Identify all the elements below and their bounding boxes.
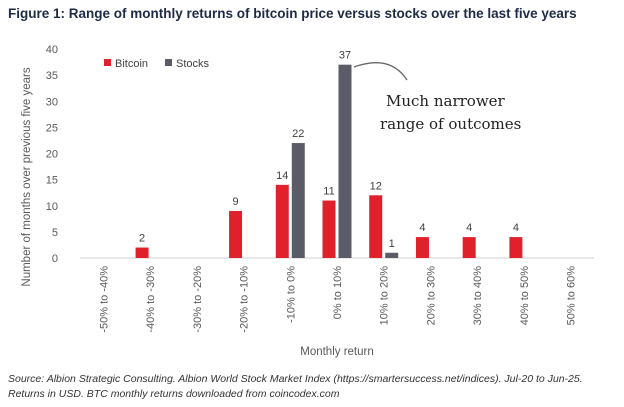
- bar-stocks: [385, 252, 399, 258]
- data-label-bitcoin: 4: [419, 222, 425, 234]
- legend: Bitcoin Stocks: [104, 58, 210, 70]
- y-tick-label: 40: [46, 44, 58, 56]
- data-label-bitcoin: 4: [513, 222, 519, 234]
- data-label-bitcoin: 12: [370, 180, 382, 192]
- y-tick-label: 0: [52, 253, 58, 265]
- x-tick-label: -40% to -30%: [145, 266, 157, 333]
- legend-label-bitcoin: Bitcoin: [115, 58, 148, 70]
- x-tick-label: -30% to -20%: [192, 266, 204, 333]
- y-axis: 0 5 10 15 20 25 30 35 40: [46, 44, 58, 265]
- x-tick-label: 40% to 50%: [519, 266, 531, 326]
- annotation-line-2: range of outcomes: [380, 115, 521, 133]
- x-axis: -50% to -40% -40% to -30% -30% to -20% -20%…: [98, 266, 577, 333]
- x-tick-label: 10% to 20%: [379, 266, 391, 326]
- bar-stocks: [291, 143, 305, 258]
- y-tick-label: 5: [52, 227, 58, 239]
- x-tick-label: -50% to -40%: [98, 266, 110, 333]
- y-tick-label: 35: [46, 70, 58, 82]
- bar-bitcoin: [135, 247, 149, 258]
- y-axis-title: Number of months over previous five year…: [21, 67, 33, 286]
- legend-label-stocks: Stocks: [176, 58, 210, 70]
- x-tick-label: 50% to 60%: [566, 266, 578, 326]
- bar-bitcoin: [229, 210, 243, 258]
- x-axis-title: Monthly return: [300, 346, 374, 358]
- bar-stocks: [338, 64, 352, 258]
- annotation-arrow: [353, 62, 408, 81]
- data-label-bitcoin: 11: [323, 186, 334, 198]
- source-note: Source: Albion Strategic Consulting. Alb…: [8, 373, 583, 400]
- bar-bitcoin: [275, 184, 289, 258]
- bar-bitcoin: [369, 195, 383, 258]
- x-tick-label: -20% to -10%: [239, 266, 251, 333]
- data-label-stocks: 22: [292, 128, 304, 140]
- y-tick-label: 10: [46, 201, 58, 213]
- data-label-bitcoin: 2: [139, 233, 145, 245]
- data-label-bitcoin: 14: [276, 170, 288, 182]
- legend-swatch-bitcoin: [104, 59, 111, 66]
- data-label-stocks: 1: [389, 238, 395, 250]
- data-label-stocks: 37: [339, 50, 351, 62]
- x-tick-label: 20% to 30%: [425, 266, 437, 326]
- y-tick-label: 15: [46, 175, 58, 187]
- figure-title: Figure 1: Range of monthly returns of bi…: [8, 6, 577, 21]
- x-tick-label: 0% to 10%: [332, 266, 344, 319]
- x-tick-label: 30% to 40%: [472, 266, 484, 326]
- y-tick-label: 30: [46, 96, 58, 108]
- y-tick-label: 20: [46, 149, 58, 161]
- x-tick-label: -10% to 0%: [285, 266, 297, 323]
- data-label-bitcoin: 9: [232, 196, 238, 208]
- bar-bitcoin: [415, 237, 429, 258]
- y-tick-label: 25: [46, 122, 58, 134]
- data-label-bitcoin: 4: [466, 222, 472, 234]
- bar-bitcoin: [462, 237, 476, 258]
- bar-bitcoin: [509, 237, 523, 258]
- annotation-line-1: Much narrower: [386, 92, 506, 110]
- bar-bitcoin: [322, 200, 336, 258]
- legend-swatch-stocks: [165, 59, 172, 66]
